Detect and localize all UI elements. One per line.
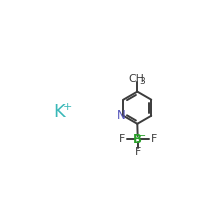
Text: N: N (117, 109, 125, 122)
Text: F: F (118, 134, 125, 144)
Text: CH: CH (128, 74, 144, 84)
Text: +: + (63, 102, 72, 112)
Text: F: F (151, 134, 157, 144)
Text: K: K (53, 103, 65, 121)
Text: B: B (133, 133, 142, 146)
Text: 3: 3 (139, 77, 145, 86)
Text: −: − (138, 131, 146, 141)
Text: F: F (134, 147, 141, 157)
